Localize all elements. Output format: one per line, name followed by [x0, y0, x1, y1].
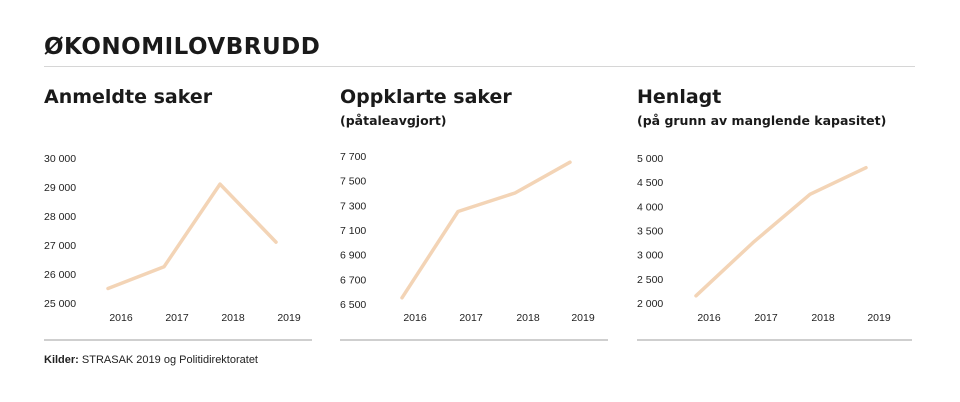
y-tick-label: 7 500	[340, 176, 366, 188]
y-tick-label: 7 700	[340, 151, 366, 163]
y-tick-label: 30 000	[44, 153, 76, 165]
chart-panel-oppklarte: Oppklarte saker (påtaleavgjort) 6 500 6 7…	[340, 86, 608, 341]
x-tick-label: 2018	[221, 312, 245, 324]
chart-panel-henlagt: Henlagt (på grunn av manglende kapasitet…	[637, 86, 912, 341]
chart-title: Anmeldte saker	[44, 86, 213, 108]
y-tick-label: 27 000	[44, 240, 76, 252]
y-tick-label: 4 000	[637, 201, 663, 213]
title-divider	[44, 66, 915, 67]
y-tick-label: 3 000	[637, 250, 663, 262]
y-tick-label: 7 100	[340, 225, 366, 237]
source-text: STRASAK 2019 og Politidirektoratet	[78, 354, 258, 366]
x-tick-label: 2017	[754, 312, 778, 324]
y-tick-label: 2 000	[637, 298, 663, 310]
x-tick-label: 2019	[571, 312, 595, 324]
page-title: ØKONOMILOVBRUDD	[44, 34, 321, 60]
x-tick-label: 2019	[277, 312, 301, 324]
y-tick-label: 28 000	[44, 211, 76, 223]
panel-divider	[637, 339, 912, 341]
series-line	[106, 182, 278, 291]
y-tick-label: 2 500	[637, 274, 663, 286]
x-tick-label: 2016	[109, 312, 133, 324]
x-tick-label: 2018	[811, 312, 835, 324]
chart-panel-anmeldte: Anmeldte saker 25 000 26 000 27 000 28 000 2…	[44, 86, 312, 341]
x-tick-label: 2017	[165, 312, 189, 324]
y-tick-label: 6 500	[340, 299, 366, 311]
line-chart: 6 500 6 700 6 900 7 100 7 300 7 500 7 700 2016 2…	[340, 151, 595, 324]
x-tick-label: 2017	[459, 312, 483, 324]
series-line	[694, 165, 868, 298]
chart-subtitle: (påtaleavgjort)	[340, 113, 447, 128]
y-tick-label: 5 000	[637, 153, 663, 165]
y-tick-label: 29 000	[44, 182, 76, 194]
x-tick-label: 2016	[403, 312, 427, 324]
line-chart: 2 000 2 500 3 000 3 500 4 000 4 500 5 000 2016 2…	[637, 153, 891, 324]
panel-divider	[44, 339, 312, 341]
series-line	[400, 160, 572, 300]
source-note: Kilder: STRASAK 2019 og Politidirektorat…	[44, 354, 258, 366]
chart-title: Henlagt	[637, 86, 722, 108]
line-chart: 25 000 26 000 27 000 28 000 29 000 30 000 2016…	[44, 153, 301, 324]
chart-subtitle: (på grunn av manglende kapasitet)	[637, 113, 887, 128]
chart-title: Oppklarte saker	[340, 86, 512, 108]
y-tick-label: 6 700	[340, 274, 366, 286]
x-tick-label: 2018	[516, 312, 540, 324]
y-tick-label: 26 000	[44, 269, 76, 281]
y-tick-label: 4 500	[637, 177, 663, 189]
source-label: Kilder:	[44, 354, 79, 366]
y-tick-label: 7 300	[340, 200, 366, 212]
y-tick-label: 3 500	[637, 226, 663, 238]
y-tick-label: 6 900	[340, 250, 366, 262]
panel-divider	[340, 339, 608, 341]
x-tick-label: 2016	[697, 312, 721, 324]
y-tick-label: 25 000	[44, 298, 76, 310]
x-tick-label: 2019	[867, 312, 891, 324]
